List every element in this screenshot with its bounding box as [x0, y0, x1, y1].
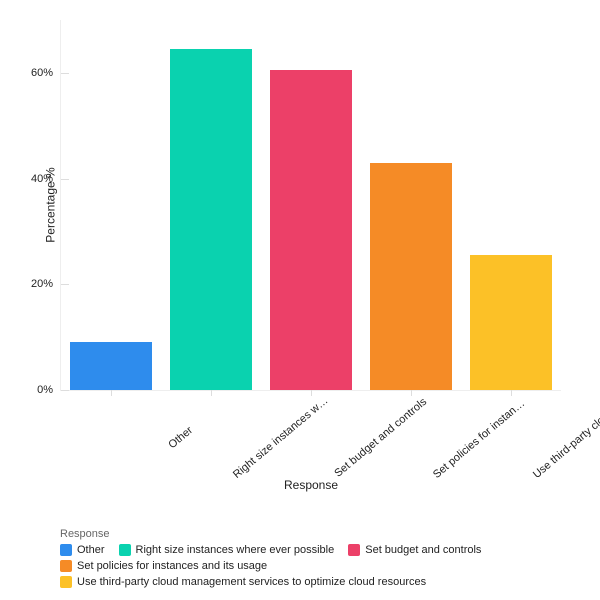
legend-label: Use third-party cloud management service… — [77, 576, 426, 588]
legend-swatch — [119, 544, 131, 556]
bar-chart: Percentage % Response 0%20%40%60%OtherRi… — [0, 0, 600, 600]
bar — [470, 255, 552, 390]
x-tick — [411, 390, 412, 396]
legend-title: Response — [60, 528, 580, 540]
legend-label: Other — [77, 544, 105, 556]
y-tick-label: 20% — [31, 278, 61, 290]
legend-item: Right size instances where ever possible — [119, 544, 335, 556]
bar — [170, 49, 252, 390]
x-tick-label: Set policies for instances and its.. — [427, 390, 530, 481]
legend-item: Other — [60, 544, 105, 556]
x-tick-label: Use third-party cloud managem.. — [527, 390, 600, 481]
y-tick-label: 60% — [31, 67, 61, 79]
legend-swatch — [60, 576, 72, 588]
x-tick-label: Set budget and controls — [327, 390, 430, 481]
legend-item: Set budget and controls — [348, 544, 481, 556]
legend: Response Other Right size instances where… — [60, 528, 580, 588]
legend-item: Set policies for instances and its usage — [60, 560, 267, 572]
bars-layer — [61, 20, 561, 390]
x-tick — [511, 390, 512, 396]
y-tick-label: 40% — [31, 173, 61, 185]
bar — [270, 70, 352, 390]
legend-swatch — [60, 544, 72, 556]
x-tick-label: Right size instances where ever .. — [227, 390, 330, 481]
x-tick — [211, 390, 212, 396]
legend-items: Other Right size instances where ever pos… — [60, 544, 580, 588]
bar — [370, 163, 452, 390]
plot-area: Percentage % Response 0%20%40%60%OtherRi… — [60, 20, 561, 391]
y-gridline — [61, 179, 69, 180]
legend-item: Use third-party cloud management service… — [60, 576, 426, 588]
legend-swatch — [60, 560, 72, 572]
y-gridline — [61, 284, 69, 285]
legend-label: Set budget and controls — [365, 544, 481, 556]
y-gridline — [61, 390, 69, 391]
y-tick-label: 0% — [37, 384, 61, 396]
legend-swatch — [348, 544, 360, 556]
x-tick — [311, 390, 312, 396]
x-tick — [111, 390, 112, 396]
bar — [70, 342, 152, 390]
x-axis-title: Response — [284, 478, 338, 492]
legend-label: Right size instances where ever possible — [136, 544, 335, 556]
y-gridline — [61, 73, 69, 74]
x-tick-label: Other — [127, 390, 230, 481]
legend-label: Set policies for instances and its usage — [77, 560, 267, 572]
